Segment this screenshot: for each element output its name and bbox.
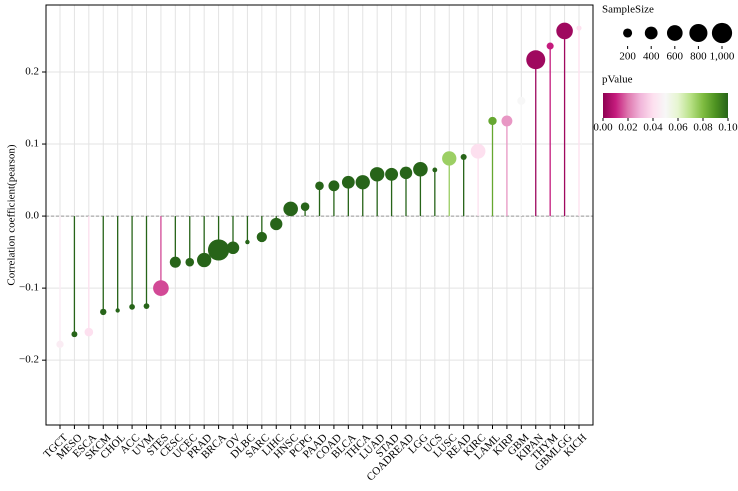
point <box>283 201 298 217</box>
point <box>169 256 181 268</box>
point <box>556 22 573 40</box>
point <box>197 252 212 268</box>
colorbar-label: 0.08 <box>693 122 713 134</box>
point <box>576 25 582 31</box>
y-tick-label: 0.2 <box>25 66 39 78</box>
y-tick-label: 0.0 <box>25 210 39 222</box>
point <box>84 327 94 337</box>
colorbar-label: 0.10 <box>718 122 738 134</box>
colorbar-label: 0.06 <box>668 122 688 134</box>
color-legend-title: pValue <box>602 74 633 86</box>
point <box>546 42 554 50</box>
point <box>413 161 428 177</box>
point <box>129 304 135 310</box>
point <box>71 331 78 338</box>
point <box>355 175 370 190</box>
point <box>470 143 486 159</box>
point <box>315 181 324 191</box>
y-tick-label: 0.1 <box>25 138 39 150</box>
colorbar <box>603 93 728 118</box>
point <box>399 166 413 180</box>
point <box>460 153 467 161</box>
size-legend-label: 400 <box>643 51 660 63</box>
size-legend-label: 200 <box>619 51 636 63</box>
point <box>501 115 513 127</box>
point <box>488 116 497 126</box>
point <box>207 239 230 261</box>
size-legend-title: SampleSize <box>602 4 654 16</box>
point <box>100 308 107 316</box>
point <box>153 280 169 296</box>
size-legend-dot <box>689 23 708 43</box>
point <box>270 217 283 231</box>
point <box>256 231 267 243</box>
point <box>526 50 546 70</box>
point <box>245 239 250 245</box>
point <box>442 151 457 166</box>
size-legend-label: 600 <box>667 51 684 63</box>
y-axis-label: Correlation coefficient(pearson) <box>6 144 18 286</box>
point <box>328 180 340 192</box>
colorbar-label: 0.04 <box>643 122 663 134</box>
point <box>369 167 385 182</box>
size-legend-dot <box>623 28 633 38</box>
size-legend-label: 800 <box>690 51 707 63</box>
y-tick-label: −0.1 <box>19 282 39 294</box>
point <box>341 175 355 189</box>
colorbar-label: 0.02 <box>618 122 637 134</box>
point <box>517 96 526 105</box>
point <box>185 257 195 267</box>
size-legend-label: 1,000 <box>710 51 735 63</box>
size-legend-dot <box>666 25 683 41</box>
point <box>226 241 240 255</box>
point <box>143 303 150 309</box>
point <box>432 167 438 173</box>
point <box>115 308 120 313</box>
y-tick-label: −0.2 <box>19 354 39 366</box>
point <box>385 167 399 181</box>
point <box>56 340 64 348</box>
size-legend-dot <box>644 26 658 40</box>
colorbar-label: 0.00 <box>593 122 613 134</box>
size-legend-dot <box>711 22 733 44</box>
point <box>300 202 310 212</box>
